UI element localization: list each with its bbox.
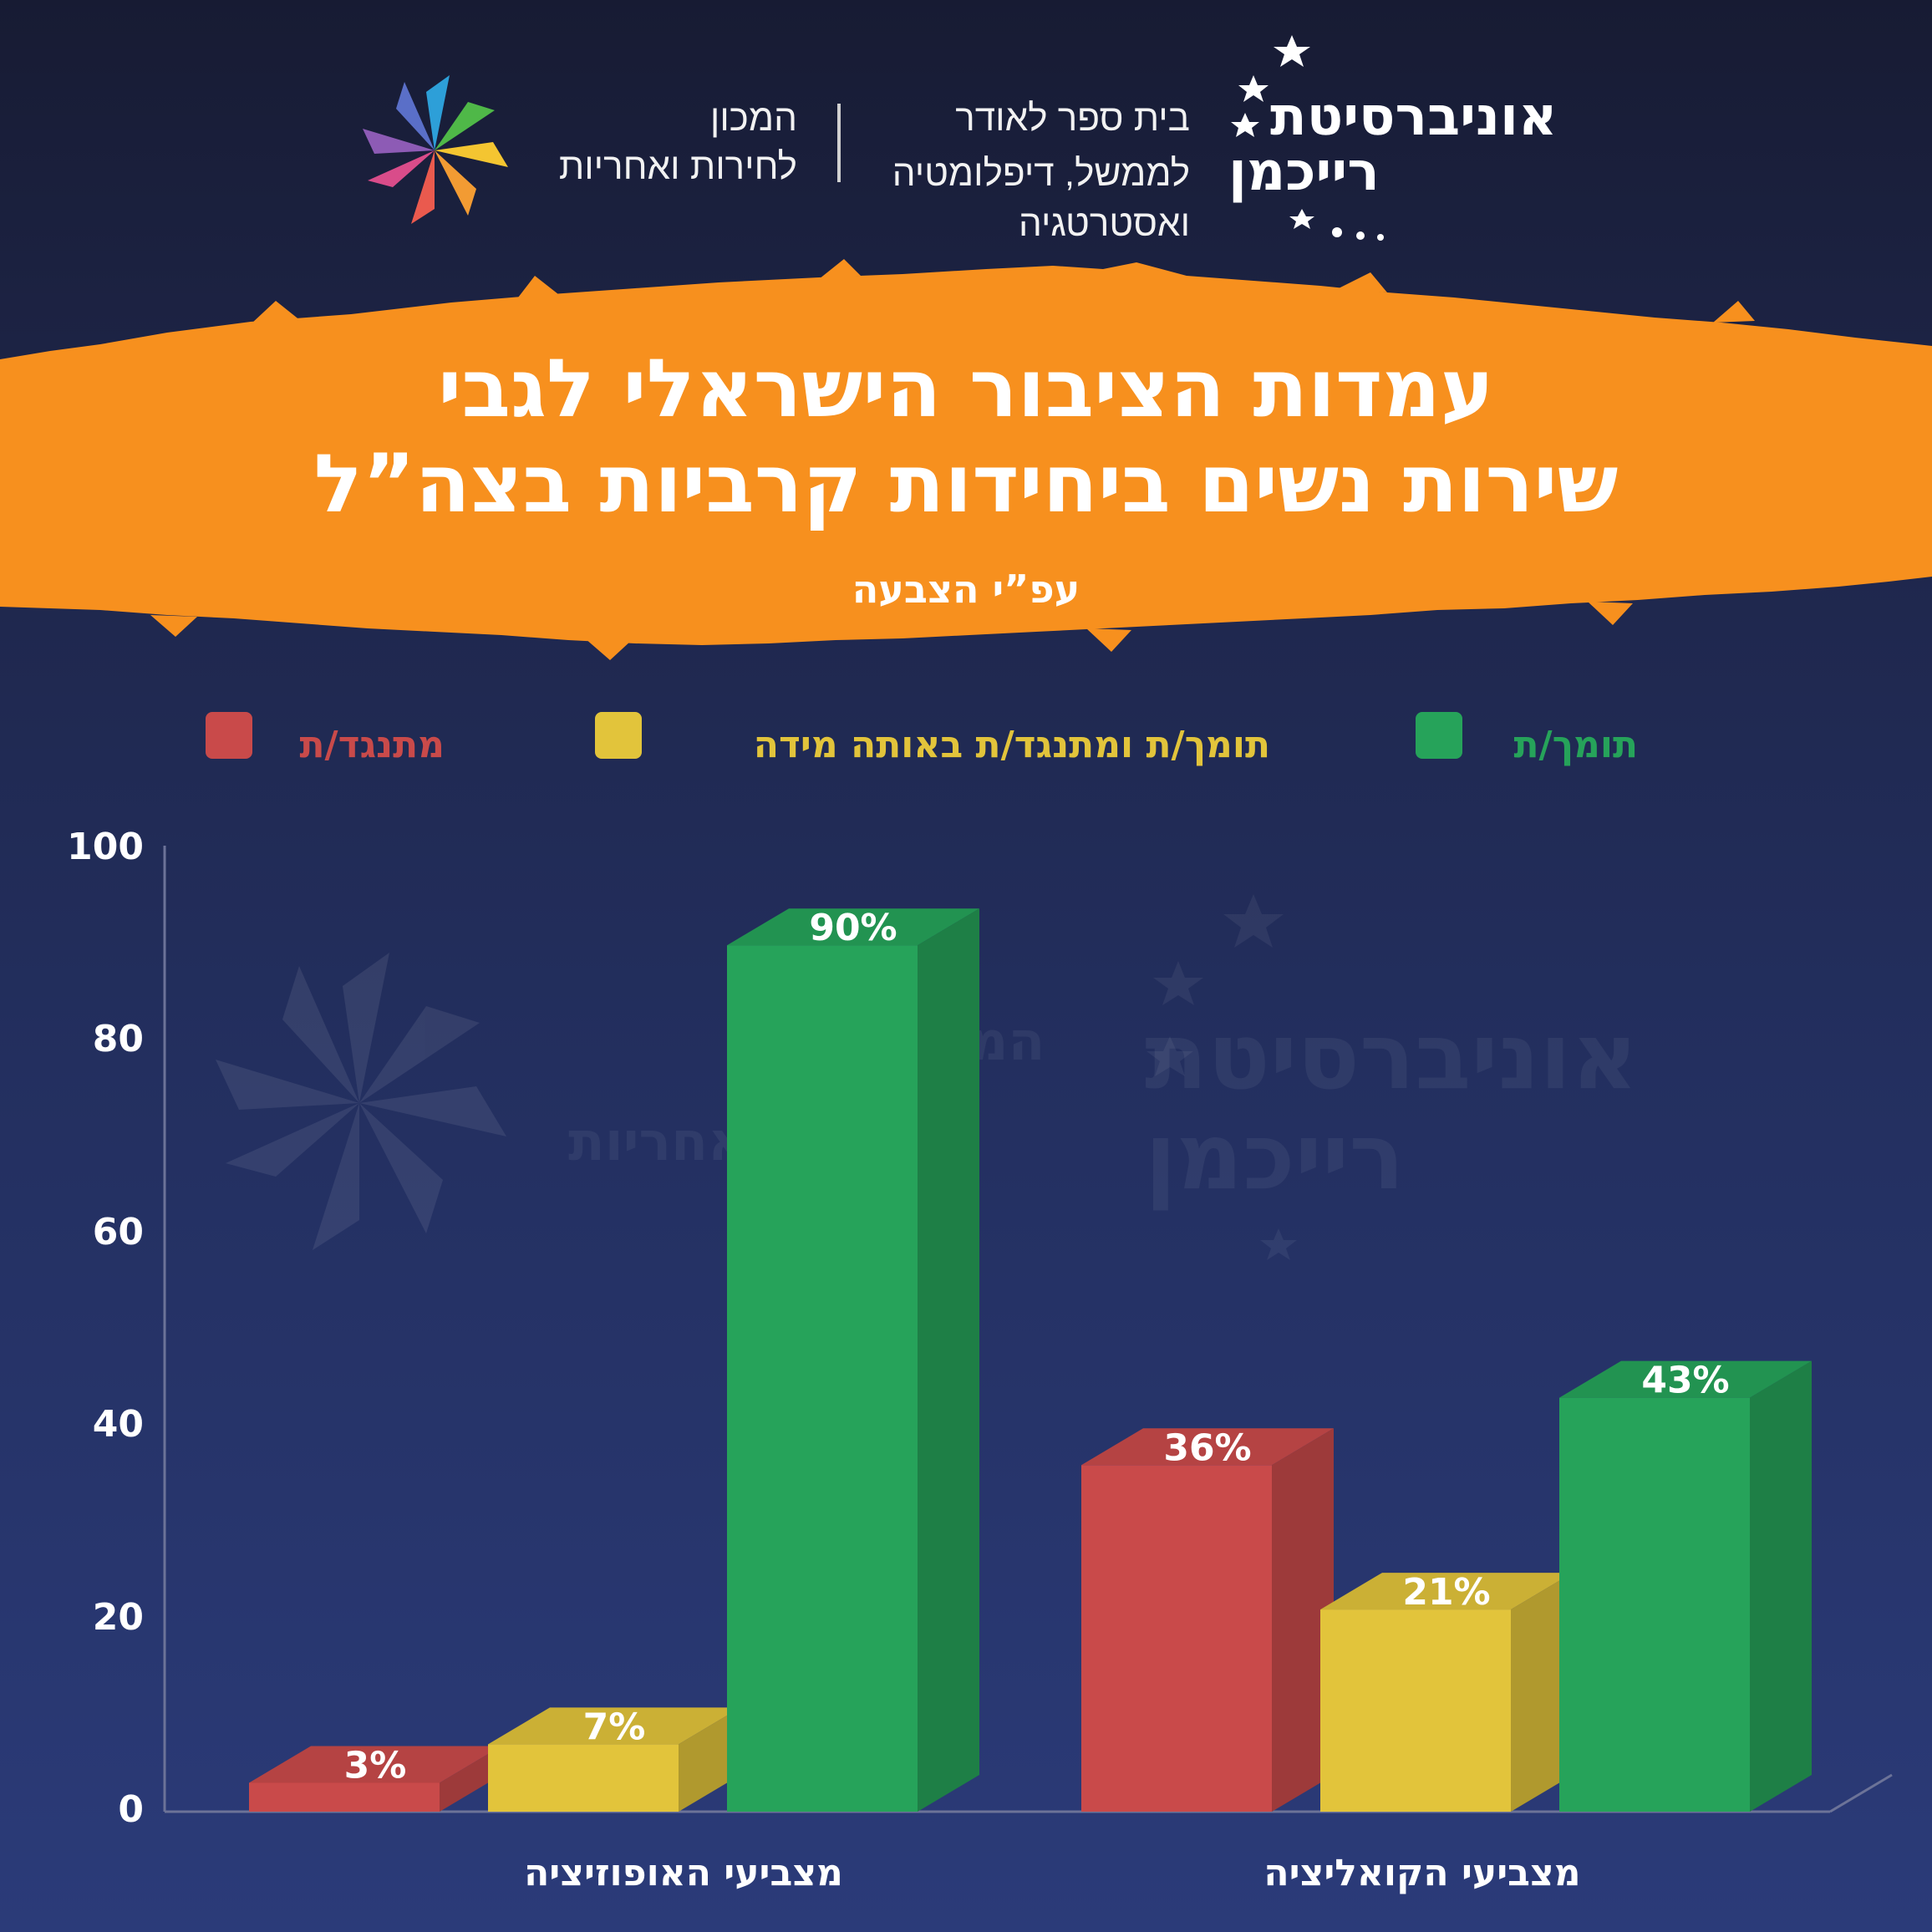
bar-neutral-opposition-side: [679, 1707, 740, 1812]
legend-label-oppose: מתנגד/ת: [299, 724, 445, 766]
x-axis-depth-line: [1829, 1773, 1893, 1813]
bar-neutral-coalition: [1320, 1609, 1511, 1812]
value-label-oppose-coalition: 36%: [1163, 1426, 1251, 1469]
institute-name-line1: המכון: [709, 98, 797, 139]
bar-neutral-coalition-top: [1320, 1573, 1573, 1610]
value-label-oppose-opposition: 3%: [344, 1744, 407, 1787]
title-banner: [0, 262, 1932, 645]
category-label-opposition: מצביעי האופוזיציה: [524, 1852, 843, 1894]
value-label-support-coalition: 43%: [1641, 1360, 1729, 1402]
watermark-flower-icon: [216, 953, 506, 1250]
legend-label-neutral: תומך/ת ומתנגד/ת באותה מידה: [753, 724, 1270, 766]
chart-subtitle: עפ”י הצבעה: [852, 567, 1080, 612]
y-tick-label: 40: [92, 1403, 144, 1446]
legend-swatch-support: [1416, 712, 1462, 759]
bar-neutral-coalition-side: [1511, 1573, 1573, 1812]
university-name-line2: רייכמן: [1228, 141, 1380, 203]
bar-support-opposition-top: [727, 908, 979, 946]
legend-swatch-oppose: [206, 712, 252, 759]
watermark-university-line1: אוניברסיטת: [1145, 1003, 1639, 1110]
chart-title-line1: עמדות הציבור הישראלי לגבי: [438, 342, 1494, 435]
bar-support-coalition-side: [1750, 1360, 1812, 1812]
bar-oppose-opposition-side: [440, 1746, 501, 1812]
chart-title-line2: שירות נשים ביחידות קרביות בצה”ל: [313, 437, 1619, 531]
value-label-support-opposition: 90%: [809, 907, 897, 949]
bar-oppose-opposition: [249, 1782, 440, 1812]
category-label-coalition: מצביעי הקואליציה: [1263, 1852, 1581, 1894]
institute-name-line2: לחירות ואחריות: [558, 146, 797, 187]
school-name-line2: לממשל, דיפלומטיה: [892, 153, 1190, 194]
flower-logo-icon: [363, 75, 508, 224]
y-tick-label: 80: [92, 1018, 144, 1061]
value-label-neutral-opposition: 7%: [583, 1706, 646, 1748]
watermark-star-icon: [1146, 894, 1297, 1260]
bar-oppose-coalition: [1081, 1465, 1272, 1812]
bar-support-coalition: [1559, 1397, 1750, 1812]
bar-support-coalition-top: [1559, 1360, 1812, 1398]
bar-support-opposition-side: [918, 908, 979, 1812]
legend-swatch-neutral: [595, 712, 642, 759]
school-name-line3: ואסטרטגיה: [1018, 203, 1190, 244]
bar-neutral-opposition-top: [488, 1707, 740, 1745]
university-name-line1: אוניברסיטת: [1270, 86, 1558, 148]
value-label-neutral-coalition: 21%: [1402, 1571, 1490, 1614]
y-tick-label: 20: [92, 1595, 144, 1639]
bar-support-opposition: [727, 945, 918, 1812]
header-divider: [837, 104, 841, 182]
school-name-line1: בית ספר לאודר: [955, 98, 1190, 139]
bar-oppose-coalition-top: [1081, 1428, 1334, 1466]
banner-edge: [251, 259, 1755, 324]
y-tick-label: 100: [67, 826, 144, 868]
y-tick-label: 0: [118, 1788, 144, 1831]
watermark-university-line2: רייכמן: [1145, 1103, 1405, 1210]
star-icon: [1231, 35, 1384, 241]
bar-oppose-coalition-side: [1272, 1428, 1334, 1812]
legend-label-support: תומך/ת: [1513, 724, 1638, 766]
bar-neutral-opposition: [488, 1744, 679, 1812]
bar-oppose-opposition-top: [249, 1746, 501, 1783]
y-tick-label: 60: [92, 1210, 144, 1253]
